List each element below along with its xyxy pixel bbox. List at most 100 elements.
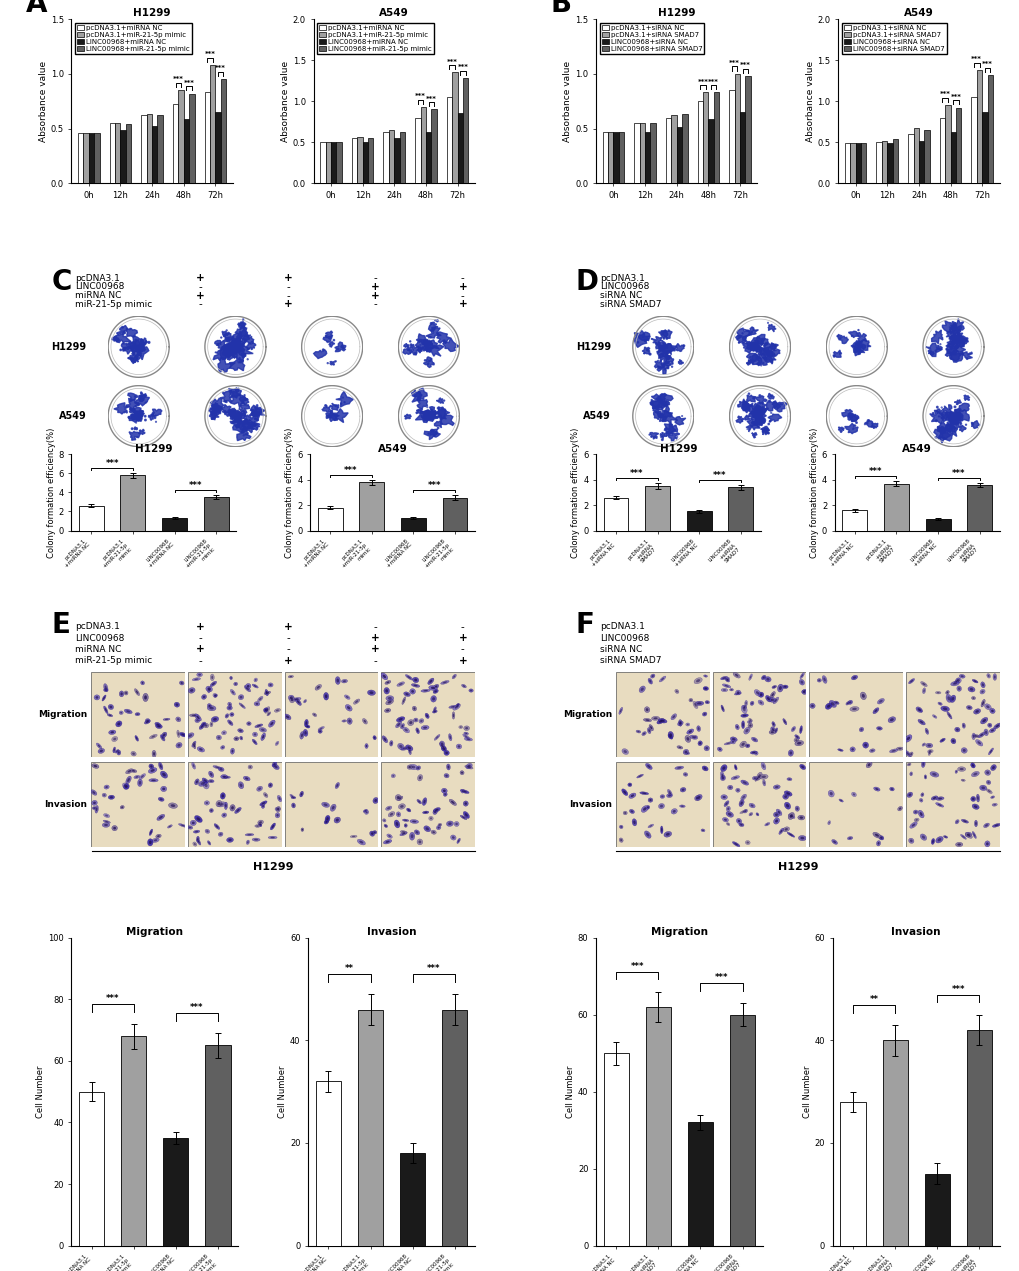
Ellipse shape <box>754 752 756 754</box>
Ellipse shape <box>728 813 731 816</box>
Polygon shape <box>434 421 442 428</box>
Text: Invasion: Invasion <box>45 801 88 810</box>
Ellipse shape <box>981 719 985 722</box>
Ellipse shape <box>896 747 903 750</box>
Text: A549: A549 <box>583 411 610 421</box>
Bar <box>441 1009 467 1246</box>
Ellipse shape <box>264 707 270 713</box>
Ellipse shape <box>705 702 707 703</box>
Ellipse shape <box>790 815 793 817</box>
Circle shape <box>138 419 140 421</box>
Ellipse shape <box>624 812 626 813</box>
Ellipse shape <box>986 675 988 677</box>
Ellipse shape <box>667 731 673 738</box>
Circle shape <box>934 350 935 352</box>
Ellipse shape <box>109 730 116 735</box>
Ellipse shape <box>874 834 878 836</box>
Ellipse shape <box>772 812 779 817</box>
Ellipse shape <box>341 679 347 683</box>
Text: ***: *** <box>183 80 195 85</box>
Bar <box>330 142 336 183</box>
Ellipse shape <box>127 770 131 773</box>
Ellipse shape <box>984 824 987 826</box>
Ellipse shape <box>388 835 390 838</box>
Bar <box>745 76 750 183</box>
Text: -: - <box>199 633 202 643</box>
Circle shape <box>435 432 437 433</box>
Ellipse shape <box>839 799 843 802</box>
Ellipse shape <box>840 799 842 801</box>
Polygon shape <box>746 395 755 402</box>
Circle shape <box>225 402 227 403</box>
Bar <box>125 125 131 183</box>
Ellipse shape <box>921 683 924 685</box>
Circle shape <box>756 341 758 342</box>
Polygon shape <box>124 341 136 355</box>
Ellipse shape <box>931 840 933 843</box>
Ellipse shape <box>233 737 238 741</box>
Ellipse shape <box>739 810 746 813</box>
Ellipse shape <box>741 742 744 746</box>
Polygon shape <box>766 400 780 411</box>
Ellipse shape <box>921 763 923 766</box>
Ellipse shape <box>990 797 993 798</box>
Ellipse shape <box>986 791 989 792</box>
Polygon shape <box>213 404 221 413</box>
Ellipse shape <box>148 839 153 846</box>
Ellipse shape <box>743 810 747 813</box>
Ellipse shape <box>921 835 924 839</box>
Ellipse shape <box>982 824 988 827</box>
Ellipse shape <box>418 840 421 844</box>
Ellipse shape <box>321 802 329 807</box>
Ellipse shape <box>833 840 836 843</box>
Text: ***: *** <box>173 76 183 83</box>
Ellipse shape <box>985 843 987 845</box>
Ellipse shape <box>718 749 720 750</box>
Ellipse shape <box>385 840 389 843</box>
Ellipse shape <box>384 680 390 684</box>
Ellipse shape <box>464 802 467 805</box>
Ellipse shape <box>772 697 777 704</box>
Ellipse shape <box>227 702 231 707</box>
Ellipse shape <box>671 714 676 719</box>
Ellipse shape <box>434 808 438 811</box>
Polygon shape <box>250 405 265 416</box>
Ellipse shape <box>179 732 186 737</box>
Ellipse shape <box>742 782 746 784</box>
Polygon shape <box>220 348 232 360</box>
Bar <box>400 517 426 530</box>
Ellipse shape <box>125 691 127 694</box>
Ellipse shape <box>726 679 728 681</box>
Circle shape <box>959 423 961 425</box>
Polygon shape <box>234 416 242 421</box>
Polygon shape <box>423 411 437 421</box>
Ellipse shape <box>872 833 880 838</box>
Ellipse shape <box>730 737 737 741</box>
Ellipse shape <box>108 714 111 716</box>
Ellipse shape <box>849 707 858 712</box>
Y-axis label: Absorbance value: Absorbance value <box>280 61 289 142</box>
Ellipse shape <box>953 677 959 684</box>
Ellipse shape <box>432 710 437 713</box>
Ellipse shape <box>729 689 733 691</box>
Polygon shape <box>655 394 673 405</box>
Ellipse shape <box>199 749 203 751</box>
Ellipse shape <box>205 724 207 727</box>
Ellipse shape <box>103 820 110 824</box>
Circle shape <box>239 412 240 413</box>
Ellipse shape <box>214 694 217 698</box>
Ellipse shape <box>775 810 782 816</box>
Ellipse shape <box>750 805 753 807</box>
Polygon shape <box>423 339 439 351</box>
Circle shape <box>245 419 247 421</box>
Ellipse shape <box>622 749 628 755</box>
Bar <box>918 141 923 183</box>
Ellipse shape <box>196 780 198 783</box>
Ellipse shape <box>679 721 681 724</box>
Text: +: + <box>371 633 379 643</box>
Polygon shape <box>953 409 968 421</box>
Ellipse shape <box>383 820 385 821</box>
Ellipse shape <box>192 714 196 716</box>
Ellipse shape <box>443 793 446 797</box>
Ellipse shape <box>434 811 436 813</box>
